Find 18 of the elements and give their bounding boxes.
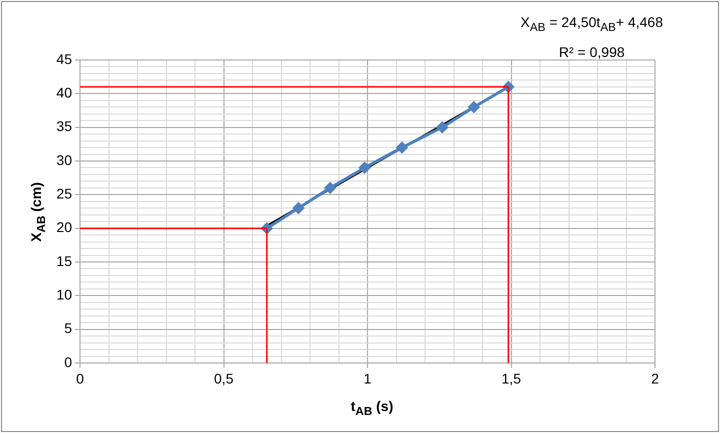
y-tick-label: 25	[56, 186, 72, 202]
x-tick-label: 0,5	[214, 370, 234, 386]
y-tick-label: 5	[64, 320, 72, 336]
y-tick-label: 20	[56, 219, 72, 236]
y-tick-label: 30	[56, 152, 72, 168]
x-tick-label: 1	[364, 370, 372, 386]
text: R² = 0,998	[558, 44, 625, 60]
x-tick-label: 0	[76, 370, 84, 386]
x-tick-label: 1,5	[502, 370, 522, 386]
y-tick-label: 40	[56, 84, 72, 101]
y-tick-label: 10	[56, 286, 72, 303]
text: X$_{AB}$ = 24,50t$_{AB}$+ 4,468	[520, 14, 663, 34]
y-tick-label: 0	[64, 354, 72, 370]
y-tick-label: 35	[56, 118, 72, 134]
y-tick-label: 15	[56, 252, 72, 269]
x-axis-title: t$_{AB}$ (s)	[350, 398, 394, 418]
x-tick-label: 2	[651, 370, 660, 386]
y-tick-label: 45	[56, 50, 72, 67]
